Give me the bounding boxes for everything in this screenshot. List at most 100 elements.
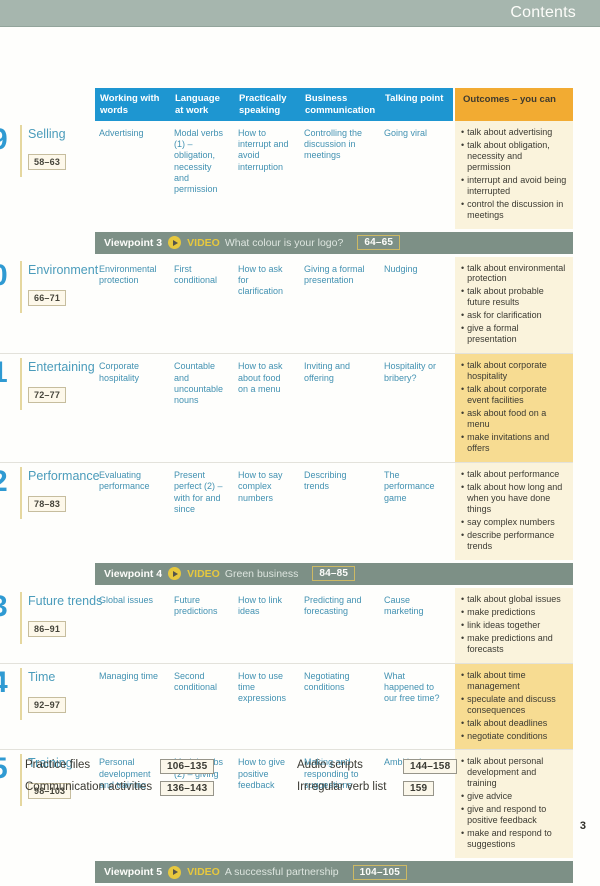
unit-title: Selling [28, 126, 66, 141]
cell-talking-point: Hospitality or bribery? [384, 361, 437, 383]
cell-working-with-words: Personal development and training [99, 757, 151, 790]
bullet-icon: • [461, 828, 465, 839]
outcome-item: • say complex numbers [461, 517, 568, 528]
outcome-text: say complex numbers [467, 516, 555, 527]
outcomes-list: • talk about corporate hospitality • talk a… [461, 360, 568, 454]
unit-divider-line [20, 591, 22, 644]
outcome-item: • talk about advertising [461, 127, 568, 138]
header-spacer [0, 88, 95, 121]
unit-title: Future trends [28, 593, 103, 608]
outcome-item: • talk about performance [461, 469, 568, 480]
outcome-text: talk about how long and when you have do… [467, 482, 563, 514]
cell-talking-point: Nudging [384, 263, 418, 274]
cell-business-communication: Describing trends [304, 470, 347, 492]
bullet-icon: • [461, 606, 465, 617]
unit-divider-line [20, 358, 22, 411]
cell-working-with-words: Corporate hospitality [99, 361, 140, 383]
unit-number: 9 [0, 124, 20, 155]
outcome-item: • interrupt and avoid being interrupted [461, 175, 568, 197]
footer-link-communication-activities: Communication activities [25, 781, 153, 793]
bullet-icon: • [461, 632, 465, 643]
bullet-icon: • [461, 693, 465, 704]
unit-pages-badge: 92–97 [28, 696, 67, 713]
cell-practically-speaking: How to give positive feedback [238, 757, 286, 790]
outcome-item: • speculate and discuss consequences [461, 694, 568, 716]
unit-number-column: 9 [0, 121, 20, 229]
outcome-text: control the discussion in meetings [467, 198, 564, 220]
bullet-icon: • [461, 482, 465, 492]
outcome-text: talk about time management [467, 669, 526, 691]
play-icon [168, 236, 182, 249]
unit-number-column: 5 [0, 750, 20, 858]
outcome-item: • describe performance trends [461, 530, 568, 552]
outcome-text: make and respond to suggestions [467, 828, 552, 850]
footer-pages-irregular-verb-list: 159 [403, 781, 435, 796]
outcome-text: link ideas together [467, 619, 541, 630]
bullet-icon: • [461, 360, 465, 371]
bullet-icon: • [461, 529, 465, 540]
bullet-icon: • [461, 619, 465, 630]
bullet-icon: • [461, 469, 465, 480]
viewpoint-label: Viewpoint 3 [104, 236, 163, 249]
unit-number: 0 [0, 260, 20, 291]
unit-number-column: 3 [0, 588, 20, 663]
bullet-icon: • [461, 198, 465, 209]
cell-language-at-work: Second conditional [174, 670, 218, 692]
unit-row: 1 Entertaining 72–77 Corporate hospitali… [0, 353, 573, 463]
viewpoint-pages-badge: 64–65 [357, 235, 401, 250]
footer-links: Practice files 106–135 Communication act… [0, 755, 600, 815]
cell-working-with-words: Advertising [99, 127, 144, 138]
outcome-text: talk about corporate hospitality [467, 360, 547, 382]
bullet-icon: • [461, 408, 465, 419]
unit-number-column: 1 [0, 354, 20, 462]
unit-title: Time [28, 669, 56, 684]
unit-divider-line [20, 667, 22, 720]
cell-practically-speaking: How to interrupt and avoid interruption [238, 127, 289, 172]
bullet-icon: • [461, 286, 465, 297]
unit-number-column: 2 [0, 463, 20, 560]
outcome-text: talk about performance [467, 469, 560, 480]
bullet-icon: • [461, 310, 465, 321]
unit-title: Training [28, 756, 73, 771]
outcome-item: • make predictions [461, 607, 568, 618]
outcomes-cell: • talk about corporate hospitality • talk a… [455, 354, 573, 463]
unit-title: Performance [28, 469, 100, 484]
unit-title-column: Future trends 86–91 [20, 588, 103, 663]
bullet-icon: • [461, 730, 465, 741]
outcome-item: • talk about environmental protection [461, 263, 568, 285]
outcome-text: talk about environmental protection [467, 262, 566, 284]
unit-pages-badge: 66–71 [28, 289, 67, 306]
video-label: VIDEO [187, 567, 220, 580]
outcome-text: make predictions [467, 606, 536, 617]
footer-pages-communication-activities: 136–143 [160, 781, 215, 796]
bullet-icon: • [461, 323, 465, 334]
cell-talking-point: Ambition! [380, 750, 453, 858]
unit-row: 3 Future trends 86–91 Global issues Futu… [0, 587, 573, 663]
table-header-row: Working with words Language at work Prac… [0, 88, 573, 121]
viewpoint-label: Viewpoint 5 [104, 866, 163, 879]
unit-divider-line [20, 260, 22, 313]
outcome-item: • talk about personal development and tra… [461, 756, 568, 789]
unit-row: 0 Environment 66–71 Environmental protec… [0, 256, 573, 354]
outcome-text: interrupt and avoid being interrupted [467, 174, 567, 196]
unit-number: 2 [0, 467, 20, 497]
column-header-outcomes: Outcomes – you can [455, 88, 573, 121]
outcomes-list: • talk about time management • speculate an… [461, 670, 568, 742]
outcomes-cell: • talk about advertising • talk about oblig… [455, 120, 573, 229]
cell-business-communication: Controlling the discussion in meetings [304, 127, 363, 161]
outcome-item: • ask for clarification [461, 310, 568, 321]
unit-title: Environment [28, 262, 99, 277]
viewpoint-title: What colour is your logo? [224, 236, 344, 249]
viewpoint-bar: Viewpoint 5 VIDEO A successful partnersh… [95, 861, 573, 884]
outcome-text: speculate and discuss consequences [467, 693, 556, 715]
unit-title-column: Time 92–97 [20, 664, 95, 750]
unit-number: 1 [0, 358, 20, 388]
viewpoint-pages-badge: 84–85 [312, 566, 356, 582]
outcomes-cell: • talk about environmental protection • tal… [455, 256, 573, 354]
outcome-item: • ask about food on a menu [461, 408, 568, 430]
cell-working-with-words: Managing time [99, 670, 159, 681]
cell-talking-point: What happened to our free time? [384, 670, 440, 704]
page-title: Contents [510, 4, 576, 21]
footer-pages-audio-scripts: 144–158 [403, 759, 458, 774]
bullet-icon: • [461, 804, 465, 815]
